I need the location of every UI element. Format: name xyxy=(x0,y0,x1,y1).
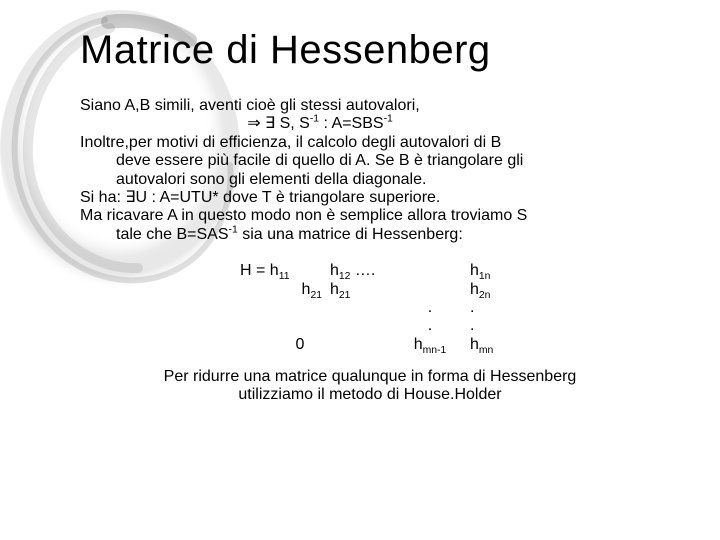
m-r2c2: h21 xyxy=(330,281,390,299)
m-r2c4: h2n xyxy=(470,281,520,299)
m-r5c3: hmn-1 xyxy=(390,336,470,354)
para4-line1: Ma ricavare A in questo modo non è sempl… xyxy=(80,207,660,225)
para4-line2: tale che B=SAS-1 sia una matrice di Hess… xyxy=(80,226,660,244)
para1-line1: Siano A,B simili, aventi cioè gli stessi… xyxy=(80,97,660,115)
slide-content: Matrice di Hessenberg Siano A,B simili, … xyxy=(0,0,720,405)
m-r4c3: . xyxy=(390,317,470,335)
para2-line1: Inoltre,per motivi di efficienza, il cal… xyxy=(80,134,660,152)
m-r2c1: h21 xyxy=(240,281,330,299)
hessenberg-matrix: H = h11 h12 …. h1n h21 h21 h2n . . . . 0… xyxy=(80,262,660,354)
m-r3c3: . xyxy=(390,299,470,317)
m-r3c4: . xyxy=(470,299,520,317)
m-r1c2: h12 …. xyxy=(330,262,390,280)
m-r1c4: h1n xyxy=(470,262,520,280)
slide-title: Matrice di Hessenberg xyxy=(80,28,660,73)
footer-text: Per ridurre una matrice qualunque in for… xyxy=(80,368,660,405)
m-r4c4: . xyxy=(470,317,520,335)
m-r5c1: 0 xyxy=(240,336,330,354)
m-r1c1: H = h11 xyxy=(240,262,330,280)
para3: Si ha: ∃U : A=UTU* dove T è triangolare … xyxy=(80,189,660,207)
para2-line2: deve essere più facile di quello di A. S… xyxy=(80,152,660,170)
m-r5c4: hmn xyxy=(470,336,520,354)
body-text: Siano A,B simili, aventi cioè gli stessi… xyxy=(80,97,660,244)
para1-line2: ⇒ ∃ S, S-1 : A=SBS-1 xyxy=(80,115,660,133)
para2-line3: autovalori sono gli elementi della diago… xyxy=(80,171,660,189)
